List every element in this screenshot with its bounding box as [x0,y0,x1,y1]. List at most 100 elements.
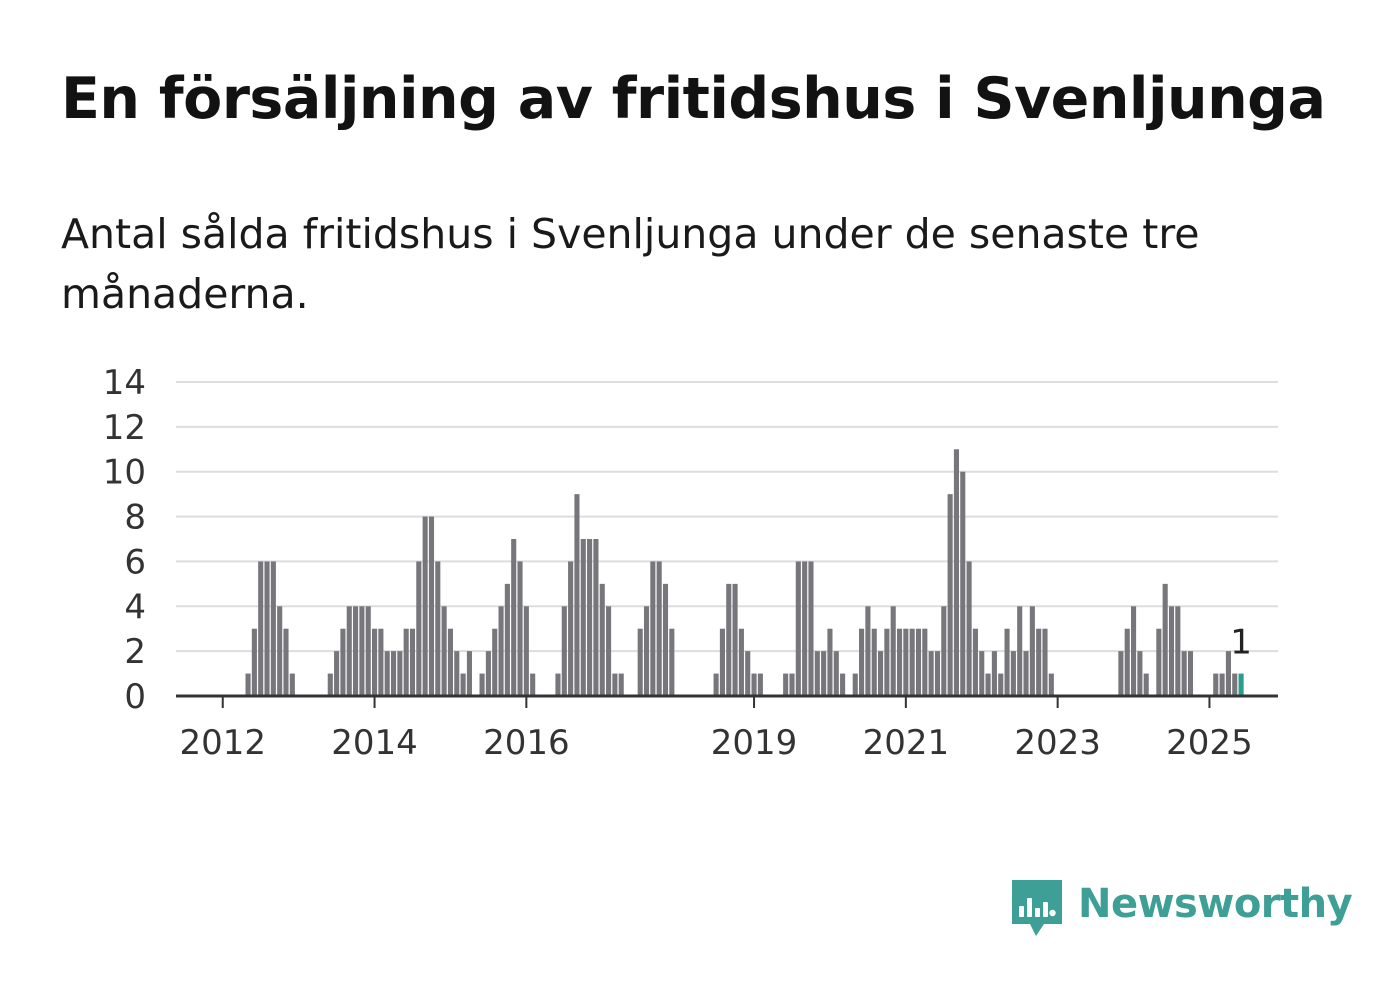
bar [1213,673,1219,696]
bar [422,516,428,696]
bar [359,606,365,696]
bar [650,561,656,696]
bar [568,561,574,696]
x-tick-label: 2019 [711,723,798,763]
grid-lines [176,381,1278,653]
bar [656,561,662,696]
bar [1219,673,1225,696]
bar [466,651,472,696]
chart-subtitle: Antal sålda fritidshus i Svenljunga unde… [61,210,1200,318]
bar [1042,628,1048,696]
bar [498,606,504,696]
x-tick-label: 2025 [1166,723,1253,763]
bar [953,449,959,696]
bar [1156,628,1162,696]
bar [327,673,333,696]
bar [574,494,580,696]
bar [1131,606,1137,696]
bar [378,628,384,696]
bar [827,628,833,696]
bar [340,628,346,696]
bar [726,583,732,696]
newsworthy-logo: Newsworthy [1010,878,1353,942]
bar [903,628,909,696]
bar [783,673,789,696]
bar [1017,606,1023,696]
bar [485,651,491,696]
bar [922,628,928,696]
bar [245,673,251,696]
bar [599,583,605,696]
y-tick-label: 4 [124,587,146,627]
bar [561,606,567,696]
bar [1225,651,1231,696]
bar [896,628,903,696]
bar [428,516,435,696]
bar [878,651,884,696]
bar-chart: 0 2 4 68 10 12 14 2012 2014 2016 2019 2021 2023 2025… [103,363,1278,763]
x-tick-label: 2016 [483,723,570,763]
x-tick-label: 2023 [1014,723,1101,763]
bar [511,539,517,696]
bar [372,628,378,696]
y-tick-label: 10 [103,453,146,493]
y-axis-ticks: 0 2 4 68 10 12 14 [103,363,146,717]
bar [669,628,675,696]
bar [270,561,276,696]
bar [409,628,416,696]
bar [593,539,599,696]
bar [871,628,877,696]
bar [915,628,922,696]
bar [460,673,466,696]
highlight-bar [1238,673,1244,696]
y-tick-label: 2 [124,632,146,672]
bar [346,606,352,696]
bar [618,673,624,696]
bar [1162,583,1168,696]
bar [808,561,814,696]
bar [612,673,618,696]
bar [416,561,422,696]
bar [643,606,650,696]
bar [353,606,359,696]
bar [859,628,865,696]
bar [384,651,390,696]
bar [1118,651,1124,696]
bar [795,561,801,696]
bars [245,449,1244,696]
bar [1029,606,1035,696]
bar [277,606,283,696]
x-tick-label: 2012 [179,723,266,763]
bar [865,606,871,696]
bar [1232,673,1238,696]
y-tick-label: 12 [103,408,146,448]
bar [492,628,498,696]
y-tick-label: 8 [124,498,146,538]
chart-title: En försäljning av fritidshus i Svenljung… [61,66,1326,132]
bar [985,673,991,696]
y-tick-label: 6 [124,542,146,582]
bar [258,561,264,696]
bar [587,539,593,696]
x-tick-label: 2014 [331,723,418,763]
newsworthy-logo-icon [1012,880,1062,936]
bar [1048,673,1054,696]
bar [523,606,529,696]
bar [403,628,409,696]
bar [934,651,941,696]
bar [251,628,257,696]
bar [884,628,890,696]
data-labels: 1 [1230,623,1252,663]
bar [1143,673,1149,696]
bar [745,651,751,696]
bar [283,628,289,696]
bar [738,628,744,696]
bar [1010,651,1016,696]
bar [833,651,839,696]
bar [909,628,915,696]
bar [504,583,510,696]
bar [441,606,447,696]
bar [757,673,763,696]
bar [1124,628,1130,696]
bar [960,471,966,696]
